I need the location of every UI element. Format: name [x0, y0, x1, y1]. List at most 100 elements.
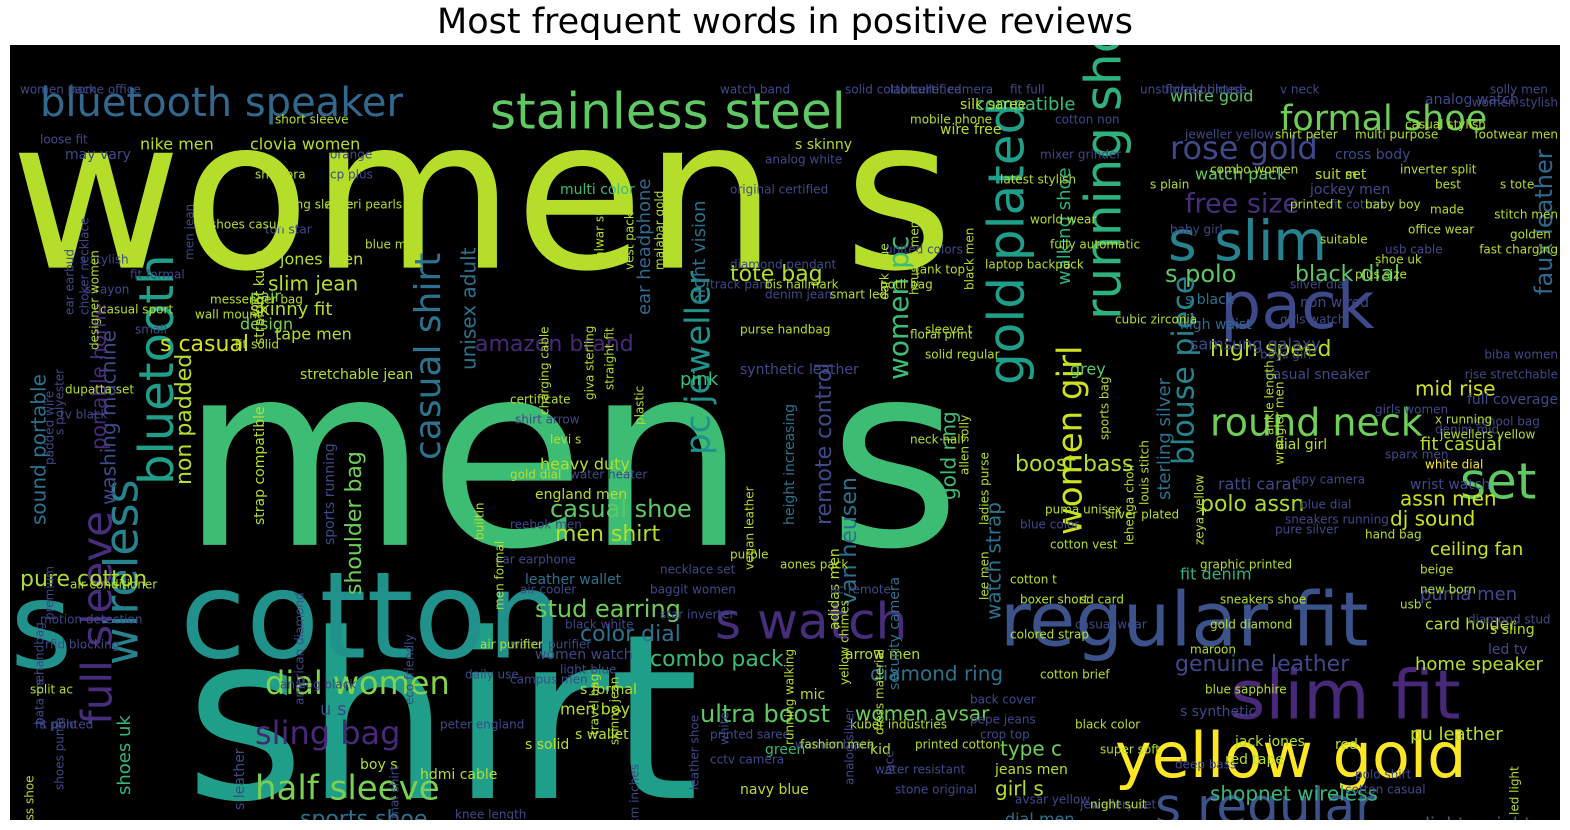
word-mid-rise: mid rise: [1415, 377, 1496, 401]
word-home-speaker: home speaker: [1415, 654, 1544, 675]
word-purse-handbag: purse handbag: [740, 323, 830, 337]
word-genuine-leather: genuine leather: [1175, 652, 1350, 677]
word-casual-stylish: casual stylish: [1405, 118, 1486, 132]
word-boys-girl: boys girl: [1260, 348, 1311, 362]
word-rfid-blocking: rfid blocking: [45, 638, 119, 652]
word-blue-men: blue men: [365, 238, 421, 252]
word-deep-bass: deep bass: [1175, 758, 1236, 772]
word-jeweller-yellow: jeweller yellow: [1184, 128, 1274, 142]
word-rose-gold: rose gold: [1170, 129, 1318, 167]
word-light-weight: light weight: [1425, 814, 1531, 820]
word-fashion-men: fashion men: [800, 738, 874, 752]
word-denim-jean: denim jean: [765, 288, 832, 302]
word-malabar-gold: malabar gold: [653, 191, 667, 270]
word-messenger-bag: messenger bag: [210, 293, 303, 307]
word-shoulder-bag: shoulder bag: [342, 451, 367, 595]
word-girls-women: girls women: [1375, 403, 1448, 417]
word-water-purifier: water purifier: [510, 638, 591, 652]
word-arrow-men: arrow men: [845, 647, 920, 663]
word-high-waist: high waist: [1180, 317, 1252, 333]
word-boy-s: boy s: [360, 757, 397, 773]
word-mixer-grinder: mixer grinder: [1040, 148, 1121, 162]
word-s-slim: s slim: [1168, 209, 1327, 273]
word-shoes-casual: shoes casual: [210, 218, 287, 232]
word-golden: golden: [1510, 228, 1551, 242]
word-girl-s: girl s: [995, 777, 1044, 801]
word-baby-girl: baby girl: [1170, 223, 1223, 237]
word-slim-jean: slim jean: [268, 272, 358, 296]
word-dress-material: dress material: [873, 649, 887, 735]
word-cotton: cotton: [180, 548, 563, 687]
word-silk-saree: silk saree: [960, 97, 1026, 113]
word-skinny-fit: skinny fit: [250, 299, 332, 320]
word-allen-solly: allen solly: [958, 415, 972, 475]
word-plastic: plastic: [633, 386, 647, 425]
word-air-conditioner: air conditioner: [70, 578, 157, 592]
word-blue-color: blue color: [1020, 518, 1079, 532]
word-unisex-adult: unisex adult: [457, 247, 481, 370]
word-levi-s: levi s: [550, 433, 581, 447]
word-round-neck: round neck: [1210, 401, 1423, 445]
word-women-girl: women girl: [1051, 346, 1091, 535]
word-s-regular: s regular: [1155, 778, 1376, 821]
word-tape-men: tape men: [275, 325, 352, 344]
word-gold-diamond: gold diamond: [1210, 618, 1292, 632]
word-s-wallet: s wallet: [575, 727, 629, 743]
word-salwar-suit: salwar suit: [593, 200, 607, 265]
word-ultra-boost: ultra boost: [700, 700, 830, 728]
word-necklace-set: necklace set: [660, 563, 736, 577]
word-card-holder: card holder: [1425, 615, 1517, 634]
word-walking-shoe: walking shoe: [1054, 167, 1075, 285]
word-reebok-men: reebok men: [510, 518, 582, 532]
word-back-cover: back cover: [970, 693, 1036, 707]
word-half-sleeve: half sleeve: [255, 769, 440, 809]
word-men-formal: men formal: [493, 541, 507, 610]
word-bluetooth-speaker: bluetooth speaker: [40, 80, 404, 126]
word-jones-men: jones men: [279, 250, 363, 269]
word-printed-cotton: printed cotton: [915, 738, 1000, 752]
word-s-black: s black: [1185, 292, 1235, 308]
word-portable-home: portable home: [87, 303, 111, 450]
word-strap-compatible: strap compatible: [252, 406, 268, 525]
word-red-tape: red tape: [1225, 752, 1284, 768]
word-blue-sapphire: blue sapphire: [1205, 683, 1287, 697]
word-ankle-length: ankle length: [1263, 360, 1277, 435]
word-shirt-bra: shirt bra: [255, 168, 306, 182]
word-stitch-men: stitch men: [1494, 208, 1558, 222]
word-sports-running: sports running: [322, 443, 338, 545]
word-dupatta-set: dupatta set: [65, 383, 134, 397]
word-wrist-watch: wrist watch: [1410, 477, 1490, 493]
word-gold-ring: gold ring: [937, 411, 961, 500]
word-multi-color: multi color: [560, 182, 635, 198]
word-van-heusen: van heusen: [837, 477, 862, 605]
word-hdmi-cable: hdmi cable: [420, 767, 497, 783]
word-beige: beige: [1420, 563, 1453, 577]
word-led-tv: led tv: [1488, 642, 1528, 658]
word-pepe-jeans: pepe jeans: [970, 713, 1036, 727]
word-light-blue: light blue: [560, 663, 616, 677]
word-color-dial: color dial: [580, 622, 681, 647]
word-american-diamond: american diamond: [293, 592, 307, 705]
word-suit-set: suit set: [1315, 167, 1367, 183]
word-formal-shoe: formal shoe: [1280, 99, 1487, 139]
word-u-s: u s: [320, 699, 347, 720]
word-laptop-backpack: laptop backpack: [985, 258, 1084, 272]
word-fit-cotton: fit cotton: [1330, 198, 1384, 212]
word-cotton-non: cotton non: [1055, 113, 1120, 127]
word-fit-full: fit full: [1010, 83, 1045, 97]
word-ear-earphone: ear earphone: [495, 553, 576, 567]
word-split-ac: split ac: [30, 683, 73, 697]
word-vest-pack: vest pack: [623, 212, 637, 270]
word-lehenga-choli: lehenga choli: [1123, 465, 1137, 545]
word-premium: premium: [43, 566, 57, 620]
word-s-watch: s watch: [715, 593, 907, 651]
word-polo-shirt: polo shirt: [1355, 768, 1412, 782]
word-casual-shoe: casual shoe: [550, 495, 692, 523]
word-white: white: [718, 712, 732, 745]
word-home-office: home office: [70, 83, 141, 97]
word-fully-automatic: fully automatic: [1050, 238, 1140, 252]
word-men-boy: men boy: [560, 700, 630, 719]
word-analog-white: analog white: [765, 153, 842, 167]
word-sling-bag: sling bag: [255, 714, 400, 752]
